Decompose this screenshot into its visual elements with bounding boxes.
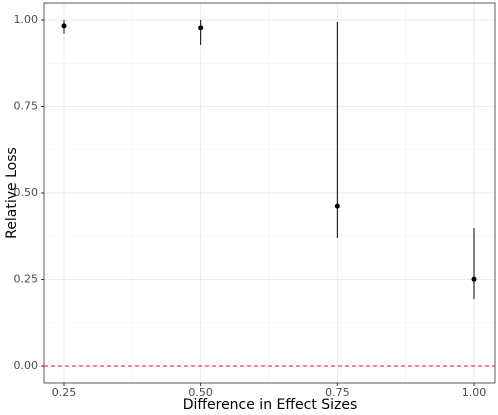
y-tick-label: 0.25 [14, 273, 39, 286]
x-tick-label: 0.75 [325, 386, 350, 399]
x-tick-label: 0.50 [188, 386, 213, 399]
y-tick-label: 1.00 [14, 13, 39, 26]
x-tick-label: 0.25 [52, 386, 77, 399]
point [61, 23, 67, 29]
y-tick-label: 0.75 [14, 99, 39, 112]
point [471, 276, 477, 282]
point [198, 25, 204, 31]
y-tick-label: 0.00 [14, 359, 39, 372]
y-tick-label: 0.50 [14, 186, 39, 199]
point [334, 203, 340, 209]
x-axis-title: Difference in Effect Sizes [183, 397, 358, 413]
y-axis-title: Relative Loss [4, 147, 20, 239]
panel-border [43, 2, 496, 384]
x-tick-label: 1.00 [462, 386, 487, 399]
